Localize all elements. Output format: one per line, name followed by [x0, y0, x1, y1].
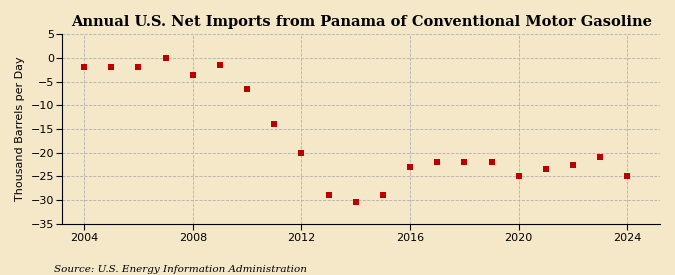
Point — [350, 200, 361, 205]
Point — [133, 65, 144, 70]
Point — [595, 155, 605, 160]
Title: Annual U.S. Net Imports from Panama of Conventional Motor Gasoline: Annual U.S. Net Imports from Panama of C… — [71, 15, 651, 29]
Point — [459, 160, 470, 164]
Point — [188, 72, 198, 77]
Point — [269, 122, 279, 127]
Point — [622, 174, 632, 179]
Point — [242, 87, 252, 91]
Y-axis label: Thousand Barrels per Day: Thousand Barrels per Day — [15, 57, 25, 201]
Point — [541, 167, 551, 172]
Point — [160, 56, 171, 60]
Point — [432, 160, 443, 164]
Point — [79, 65, 90, 70]
Text: Source: U.S. Energy Information Administration: Source: U.S. Energy Information Administ… — [54, 265, 307, 274]
Point — [514, 174, 524, 179]
Point — [323, 193, 334, 197]
Point — [296, 150, 307, 155]
Point — [486, 160, 497, 164]
Point — [568, 162, 578, 167]
Point — [377, 193, 388, 197]
Point — [405, 165, 416, 169]
Point — [106, 65, 117, 70]
Point — [51, 65, 62, 70]
Point — [215, 63, 225, 67]
